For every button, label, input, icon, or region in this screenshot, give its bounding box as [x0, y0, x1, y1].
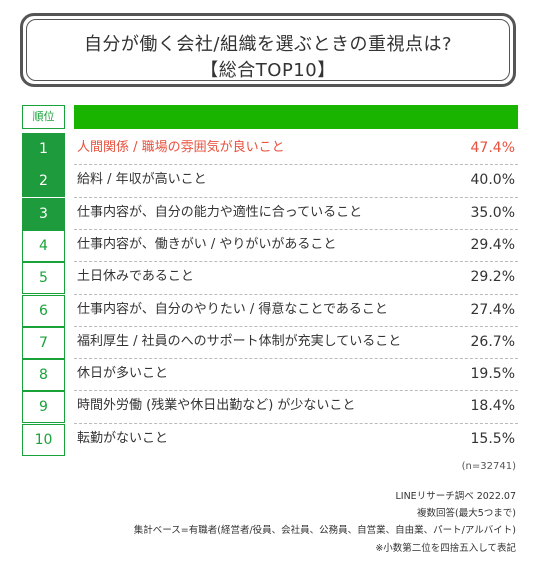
item-value: 19.5% — [470, 366, 515, 383]
rank-cell: 2 — [22, 165, 65, 198]
row-divider — [74, 390, 518, 392]
row-divider — [74, 228, 518, 230]
item-label: 人間関係 / 職場の雰囲気が良いこと — [77, 140, 285, 155]
item-value: 15.5% — [470, 430, 515, 447]
item-value: 29.4% — [470, 236, 515, 253]
row-divider — [74, 261, 518, 263]
item-value: 29.2% — [470, 269, 515, 286]
rank-cell: 6 — [22, 294, 65, 327]
rank-cell: 10 — [22, 423, 65, 456]
row-divider — [74, 164, 518, 166]
row-divider — [74, 293, 518, 295]
rank-cell: 8 — [22, 359, 65, 392]
row-divider — [74, 358, 518, 360]
item-label: 休日が多いこと — [77, 366, 169, 382]
item-label: 仕事内容が、自分のやりたい / 得意なことであること — [77, 301, 388, 317]
row-divider — [74, 325, 518, 327]
item-label: 仕事内容が、働きがい / やりがいがあること — [77, 236, 337, 252]
source-note: LINEリサーチ調べ 2022.07 — [395, 491, 516, 502]
item-label: 土日休みであること — [77, 269, 194, 285]
rank-cell: 9 — [22, 391, 65, 424]
item-label: 仕事内容が、自分の能力や適性に合っていること — [77, 204, 363, 220]
row-divider — [74, 196, 518, 198]
rounding-note: ※小数第二位を四捨五入して表記 — [375, 543, 516, 554]
rank-cell: 5 — [22, 262, 65, 295]
item-label: 時間外労働 (残業や休日出勤など) が少ないこと — [77, 398, 356, 414]
item-value: 47.4% — [470, 140, 515, 156]
item-value: 40.0% — [470, 172, 515, 189]
base-note: 集計ベース=有職者(経営者/役員、会社員、公務員、自営業、自由業、パート/アルバ… — [133, 525, 516, 536]
answer-type-note: 複数回答(最大5つまで) — [417, 508, 516, 519]
rank-cell: 7 — [22, 326, 65, 359]
item-label: 転勤がないこと — [77, 430, 169, 446]
table-header-bar — [74, 105, 518, 129]
sample-size: (n=32741) — [461, 461, 516, 472]
rank-column-header: 順位 — [22, 105, 65, 129]
row-divider — [74, 422, 518, 424]
item-label: 給料 / 年収が高いこと — [77, 172, 207, 188]
item-value: 27.4% — [470, 301, 515, 318]
chart-title: 自分が働く会社/組織を選ぶときの重視点は? — [83, 34, 453, 55]
item-value: 18.4% — [470, 398, 515, 415]
item-label: 福利厚生 / 社員のへのサポート体制が充実していること — [77, 333, 402, 349]
title-box: 自分が働く会社/組織を選ぶときの重視点は? 【総合TOP10】 — [20, 13, 516, 87]
item-value: 26.7% — [470, 333, 515, 350]
chart-subtitle: 【総合TOP10】 — [200, 60, 336, 81]
rank-cell: 4 — [22, 229, 65, 262]
rank-cell: 3 — [22, 197, 65, 230]
rank-cell: 1 — [22, 133, 65, 165]
item-value: 35.0% — [470, 204, 515, 221]
